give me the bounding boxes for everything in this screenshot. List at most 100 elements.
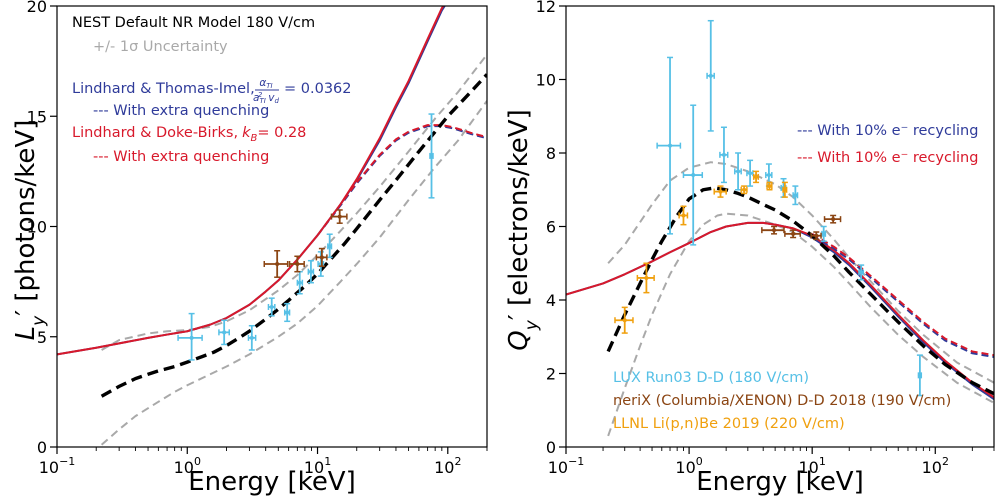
legend-nerix: neriX (Columbia/XENON) D-D 2018 (190 V/c… — [613, 393, 951, 409]
legend-alpha-fraction: αTI aTI2 vd — [253, 77, 279, 105]
data-point-llnl — [752, 170, 760, 184]
data-point-nerix — [823, 214, 842, 224]
data-point-lux — [820, 225, 827, 242]
data-point-nerix — [315, 247, 328, 267]
series--1- — [101, 53, 487, 351]
data-point-nerix — [761, 225, 785, 235]
data-point-lux — [307, 259, 315, 284]
legend-uncertainty: +/- 1σ Uncertainty — [93, 39, 228, 55]
left-axes-frame — [56, 5, 488, 448]
legend-thomas-imel: Lindhard & Thomas-Imel, αTI aTI2 vd = 0.0… — [72, 77, 352, 105]
legend-doke-birks-label: Lindhard & Doke-Birks, kB= 0.28 — [72, 125, 306, 144]
data-point-lux — [296, 270, 304, 295]
data-point-lux — [792, 185, 799, 206]
legend-doke-birks-recycling: --- With 10% e⁻ recycling — [797, 150, 978, 166]
series-doke-birks-extra-quenching — [316, 124, 487, 236]
legend-thomas-imel-label: Lindhard & Thomas-Imel, — [72, 81, 255, 97]
data-point-llnl — [766, 181, 773, 191]
left-y-axis-label: Ly′ [photons/keV] — [11, 120, 49, 341]
legend-llnl: LLNL Li(p,n)Be 2019 (220 V/cm) — [613, 416, 845, 432]
data-point-lux — [177, 312, 203, 361]
legend-nest: NEST Default NR Model 180 V/cm — [72, 15, 315, 31]
data-point-llnl — [740, 185, 748, 195]
series-lindhard-doke-birks — [57, 6, 445, 356]
data-point-lux — [428, 113, 435, 199]
data-point-llnl — [678, 205, 689, 226]
data-point-lux — [916, 354, 923, 397]
y-tick-label: 2 — [546, 365, 556, 384]
legend-thomas-imel-quench: --- With extra quenching — [93, 103, 269, 119]
left-plot-area — [57, 6, 487, 446]
data-point-lux — [682, 104, 704, 246]
data-point-nerix — [810, 231, 822, 241]
x-tick-label: 100 — [174, 455, 201, 477]
legend-lux: LUX Run03 D-D (180 V/cm) — [613, 370, 809, 386]
x-tick-label: 102 — [922, 455, 949, 477]
series--1- — [100, 100, 487, 446]
fraction-numerator: αTI — [259, 77, 272, 90]
left-x-ticks: 10−1 100 101 102 — [39, 447, 488, 477]
data-point-lux — [283, 302, 291, 323]
x-tick-label: 101 — [304, 455, 331, 477]
right-plot-area — [566, 19, 994, 437]
right-x-axis-label: Energy [keV] — [696, 467, 864, 497]
legend-thomas-imel-value: = 0.0362 — [284, 81, 352, 97]
left-y-ticks: 0 5 10 15 20 — [27, 0, 57, 457]
data-point-lux — [656, 56, 682, 235]
series-nest — [606, 186, 994, 396]
data-point-lux — [858, 264, 865, 281]
left-legend: NEST Default NR Model 180 V/cm +/- 1σ Un… — [72, 15, 352, 165]
x-tick-label: 101 — [799, 455, 826, 477]
series-doke-birks-10-recycling — [811, 232, 994, 357]
y-tick-label: 20 — [27, 0, 47, 16]
series-thomas-imel-10-recycling — [811, 234, 994, 358]
data-point-llnl — [636, 262, 655, 294]
data-point-lux — [247, 324, 257, 351]
data-point-lux — [734, 152, 742, 191]
series-thomas-imel-extra-quenching — [316, 125, 487, 236]
data-point-llnl — [781, 181, 788, 198]
y-tick-label: 0 — [37, 438, 47, 457]
data-point-lux — [218, 319, 230, 346]
right-y-ticks: 0 2 4 6 8 10 12 — [536, 0, 566, 457]
data-point-lux — [706, 19, 715, 132]
legend-doke-birks-quench: --- With extra quenching — [93, 149, 269, 165]
data-point-llnl — [614, 306, 634, 334]
data-point-nerix — [288, 255, 305, 273]
y-tick-label: 0 — [546, 438, 556, 457]
data-point-nerix — [330, 209, 348, 224]
y-tick-label: 8 — [546, 144, 556, 163]
data-point-lux — [719, 126, 729, 184]
right-y-axis-label: Qy′ [electrons/keV] — [504, 109, 542, 350]
y-tick-label: 10 — [536, 71, 556, 90]
data-point-lux — [746, 159, 754, 187]
x-tick-label: 10−1 — [548, 455, 585, 477]
right-legend: --- With 10% e⁻ recycling --- With 10% e… — [613, 123, 978, 432]
data-point-lux — [267, 297, 276, 317]
data-point-nerix — [263, 250, 289, 278]
legend-thomas-imel-recycling: --- With 10% e⁻ recycling — [797, 123, 978, 139]
right-x-ticks: 10−1 100 101 102 — [548, 447, 995, 477]
series-lindhard-doke-birks — [566, 221, 994, 399]
data-point-nerix — [784, 229, 802, 239]
left-chart: 10−1 100 101 102 0 5 10 15 20 Energy [keV] Ly′ … — [11, 0, 488, 497]
legend-doke-birks: Lindhard & Doke-Birks, kB= 0.28 — [72, 125, 306, 144]
y-tick-label: 10 — [27, 218, 47, 237]
left-x-axis-label: Energy [keV] — [188, 467, 356, 497]
series-nest-default-nr-model-180-v-cm — [100, 73, 487, 398]
y-tick-label: 12 — [536, 0, 556, 16]
y-tick-label: 6 — [546, 218, 556, 237]
data-point-lux — [317, 251, 325, 277]
x-tick-label: 100 — [675, 455, 702, 477]
y-tick-label: 4 — [546, 291, 556, 310]
series--1- — [607, 161, 994, 384]
y-tick-label: 15 — [27, 107, 47, 126]
y-tick-label: 5 — [37, 328, 47, 347]
data-point-lux — [326, 233, 333, 259]
x-tick-label: 10−1 — [39, 455, 76, 477]
data-point-llnl — [713, 185, 727, 198]
x-tick-label: 102 — [434, 455, 461, 477]
series--1- — [607, 212, 994, 437]
right-chart: 10−1 100 101 102 0 2 4 6 8 10 12 Energy [keV] Qy′… — [504, 0, 995, 497]
